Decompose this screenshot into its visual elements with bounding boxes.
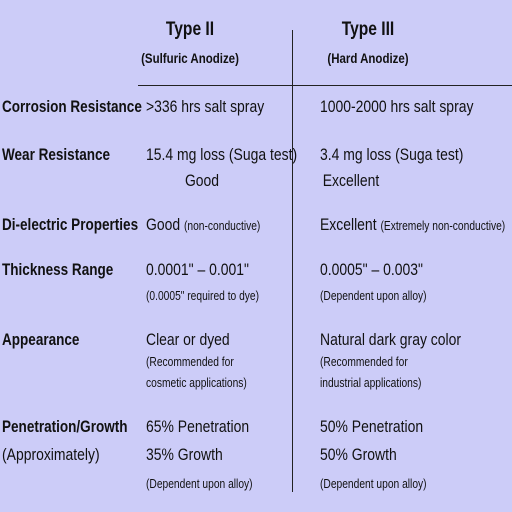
cell-text: 50% Penetration: [320, 417, 424, 436]
cell-text: 50% Growth: [320, 445, 397, 464]
column-divider: [292, 30, 293, 492]
cell-text: 35% Growth: [146, 445, 223, 464]
column-title: Type II: [165, 19, 215, 40]
cell-note: (Dependent upon alloy): [320, 477, 427, 491]
row-label: Di-electric Properties: [2, 216, 139, 234]
cell-note: (Dependent upon alloy): [146, 477, 253, 491]
cell-note: cosmetic applications): [146, 376, 247, 390]
cell-text: 0.0001" – 0.001": [146, 260, 249, 279]
row-label: Thickness Range: [2, 261, 114, 279]
cell-text: Good: [146, 215, 181, 234]
row-label: Wear Resistance: [2, 146, 111, 164]
cell-text: >336 hrs salt spray: [146, 97, 265, 116]
cell-text: Clear or dyed: [146, 330, 230, 349]
cell-note: (Recommended for: [146, 355, 234, 369]
cell-note: (Recommended for: [320, 355, 408, 369]
column-subtitle: (Sulfuric Anodize): [141, 50, 239, 66]
cell-text: 3.4 mg loss (Suga test): [320, 145, 464, 164]
cell-text: 15.4 mg loss (Suga test): [146, 145, 298, 164]
row-label: Corrosion Resistance: [2, 98, 142, 116]
row-label: Penetration/Growth: [2, 418, 128, 436]
cell-text: Natural dark gray color: [320, 330, 462, 349]
cell-text: 65% Penetration: [146, 417, 250, 436]
cell-text: Excellent: [320, 215, 377, 234]
cell-text: Excellent: [322, 171, 380, 190]
header-divider: [138, 85, 512, 86]
cell-note: industrial applications): [320, 376, 422, 390]
cell-text: Good: [184, 171, 220, 190]
column-subtitle: (Hard Anodize): [327, 50, 409, 66]
cell-text: 1000-2000 hrs salt spray: [320, 97, 474, 116]
column-title: Type III: [341, 19, 395, 40]
cell-note: (non-conductive): [183, 219, 261, 233]
cell-text: 0.0005" – 0.003": [320, 260, 423, 279]
cell: Excellent (Extremely non-conductive): [320, 215, 505, 236]
row-label: Appearance: [2, 331, 80, 349]
row-sublabel: (Approximately): [2, 445, 100, 464]
cell: Good (non-conductive): [146, 215, 260, 236]
cell-note: (0.0005" required to dye): [146, 289, 260, 303]
cell-note: (Extremely non-conductive): [380, 219, 506, 233]
cell-note: (Dependent upon alloy): [320, 289, 427, 303]
